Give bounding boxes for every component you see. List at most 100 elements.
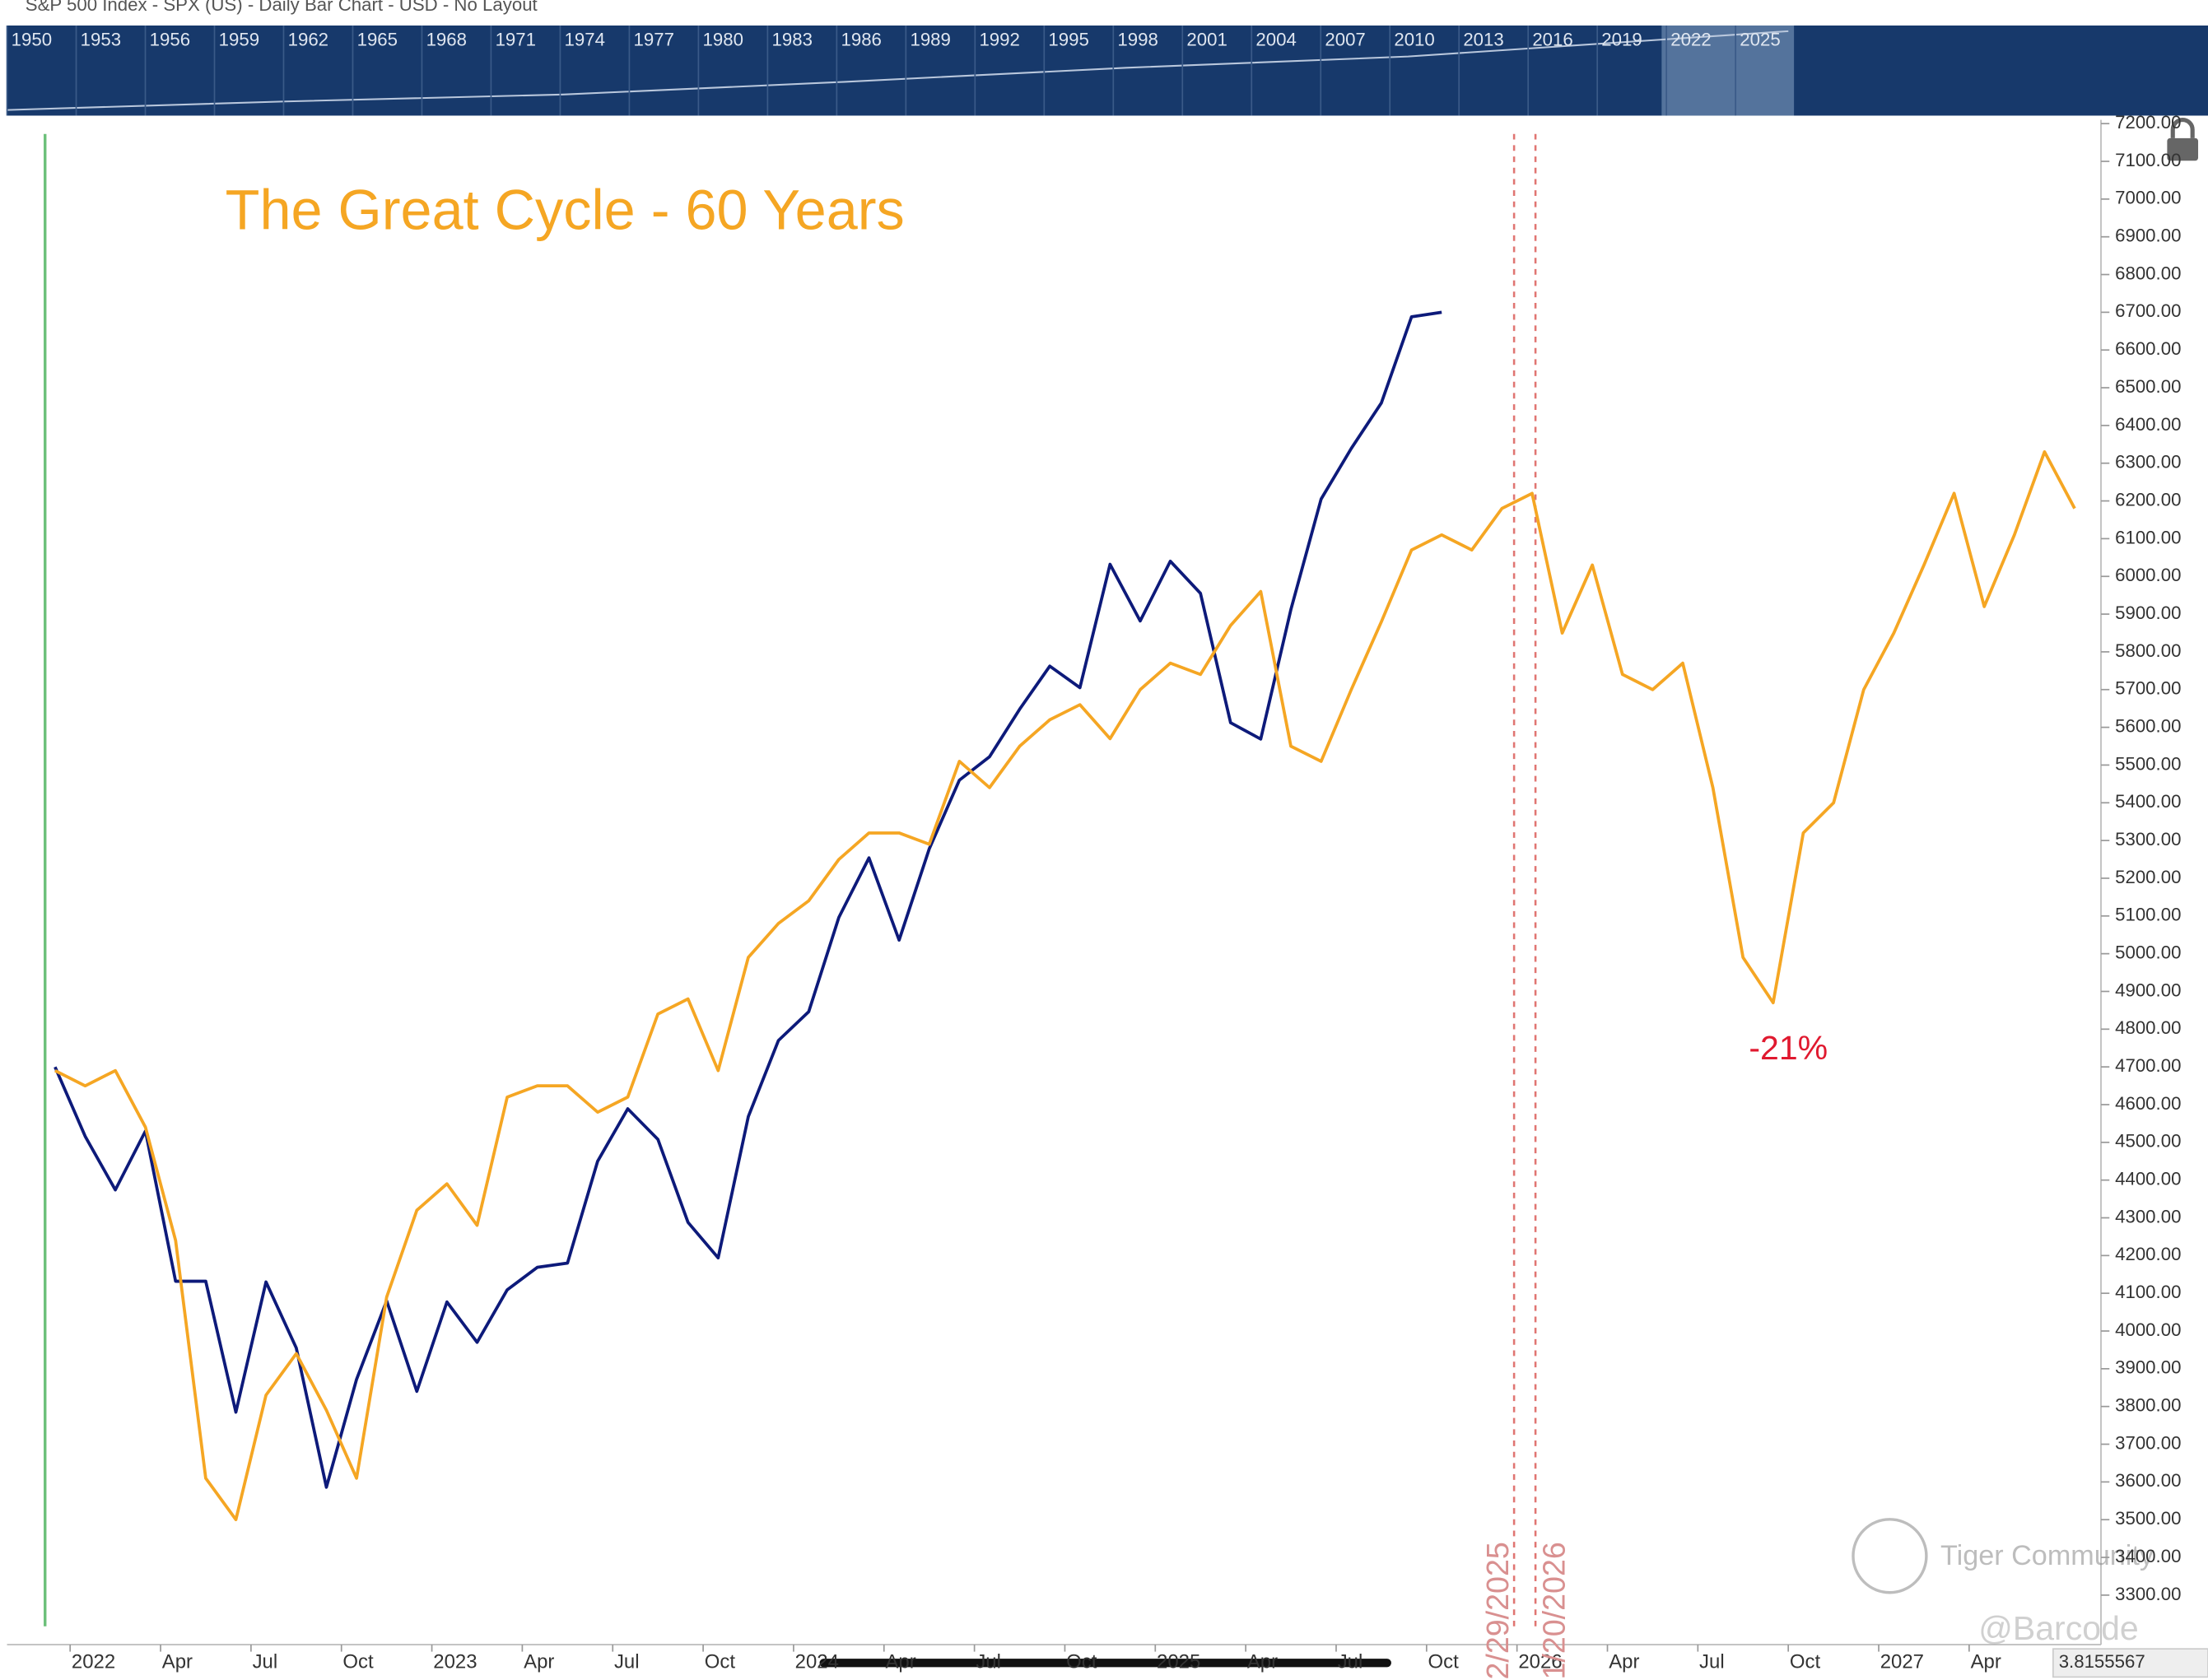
navigator-year: 1995 [1048,30,1088,50]
x-tick-label: Jul [253,1651,278,1673]
navigator-year: 1986 [841,30,881,50]
y-tick-label: 6200.00 [2115,489,2181,510]
y-tick-label: 4600.00 [2115,1093,2181,1114]
y-tick-label: 4500.00 [2115,1131,2181,1152]
x-tick-label: Apr [885,1651,915,1673]
x-tick-label: 2024 [795,1651,839,1673]
lock-body [2167,137,2199,161]
y-tick-label: 6800.00 [2115,263,2181,283]
y-tick-label: 6700.00 [2115,300,2181,321]
watermark: Tiger Community @Barcode [1852,1518,2154,1647]
y-tick-label: 3900.00 [2115,1357,2181,1378]
navigator-year: 2016 [1532,30,1572,50]
navigator-year: 1989 [910,30,950,50]
navigator-year: 2004 [1255,30,1296,50]
x-tick-label: Jul [614,1651,640,1673]
y-tick-label: 3800.00 [2115,1395,2181,1416]
y-tick-label: 7100.00 [2115,150,2181,170]
y-tick-label: 4300.00 [2115,1206,2181,1226]
x-tick-label: Oct [705,1651,736,1673]
y-tick-label: 3300.00 [2115,1584,2181,1604]
x-tick-label: 2027 [1880,1651,1924,1673]
y-tick-label: 4900.00 [2115,980,2181,1000]
header-title: S&P 500 Index - SPX (US) - Daily Bar Cha… [26,0,538,15]
watermark-logo [1852,1518,1928,1594]
x-tick-label: Apr [162,1651,193,1673]
y-tick-label: 6600.00 [2115,338,2181,359]
watermark-text: @Barcode [1978,1609,2139,1647]
date-line-label: 12/29/2025 [1480,1542,1515,1680]
y-tick-label: 3500.00 [2115,1508,2181,1529]
navigator-year: 2007 [1325,30,1365,50]
y-tick-label: 7200.00 [2115,112,2181,133]
y-tick-label: 6500.00 [2115,376,2181,397]
y-tick-label: 6900.00 [2115,226,2181,246]
y-tick-label: 5700.00 [2115,678,2181,699]
y-tick-label: 5900.00 [2115,603,2181,623]
x-tick-label: 2026 [1518,1651,1562,1673]
navigator-year: 2025 [1740,30,1780,50]
y-tick-label: 5600.00 [2115,715,2181,736]
last-value-box [2052,1648,2208,1678]
navigator-year: 1950 [12,30,52,50]
y-tick-label: 4800.00 [2115,1017,2181,1038]
y-tick-label: 3400.00 [2115,1546,2181,1566]
y-tick-label: 4700.00 [2115,1055,2181,1076]
y-tick-label: 4100.00 [2115,1282,2181,1302]
x-tick-label: Oct [342,1651,374,1673]
watermark-text: Tiger Community [1940,1540,2154,1571]
x-tick-label: Oct [1790,1651,1821,1673]
series-line [54,450,2076,1522]
chart-title: The Great Cycle - 60 Years [226,179,905,241]
y-tick-label: 6400.00 [2115,414,2181,435]
lock-icon[interactable] [2167,118,2199,161]
y-tick-label: 7000.00 [2115,188,2181,208]
navigator-year: 1980 [703,30,743,50]
navigator-year: 1998 [1117,30,1158,50]
y-tick-label: 5200.00 [2115,867,2181,887]
x-tick-label: Oct [1066,1651,1097,1673]
x-tick-label: Oct [1428,1651,1460,1673]
navigator-year: 2019 [1601,30,1642,50]
y-tick-label: 5400.00 [2115,791,2181,812]
navigator-year: 1968 [426,30,467,50]
y-tick-label: 6100.00 [2115,527,2181,547]
series-line [54,310,1442,1489]
y-tick-label: 5300.00 [2115,829,2181,849]
navigator-year: 1956 [150,30,190,50]
x-tick-label: Jul [1699,1651,1725,1673]
navigator-year: 2013 [1463,30,1503,50]
navigator-year: 1971 [496,30,536,50]
y-tick-label: 6300.00 [2115,452,2181,472]
x-tick-label: Jul [1338,1651,1363,1673]
x-tick-label: Apr [1971,1651,2001,1673]
y-tick-label: 6000.00 [2115,565,2181,585]
navigator-window[interactable] [1661,25,1795,116]
y-tick-label: 5100.00 [2115,905,2181,925]
navigator-year: 1992 [979,30,1019,50]
y-tick-label: 3700.00 [2115,1432,2181,1453]
y-tick-label: 5800.00 [2115,640,2181,661]
annotation: -21% [1749,1029,1828,1067]
y-tick-label: 4000.00 [2115,1319,2181,1340]
x-tick-label: 2025 [1157,1651,1200,1673]
x-tick-label: 2022 [72,1651,115,1673]
x-tick-label: Apr [1609,1651,1639,1673]
navigator-year: 1974 [565,30,605,50]
navigator-year: 1953 [81,30,121,50]
y-tick-label: 4200.00 [2115,1244,2181,1264]
x-tick-label: Jul [976,1651,1001,1673]
navigator-year: 1977 [634,30,674,50]
navigator-line [7,30,1789,111]
date-line-label: 1/20/2026 [1537,1542,1572,1679]
y-tick-label: 5500.00 [2115,753,2181,774]
y-tick-label: 5000.00 [2115,942,2181,963]
x-tick-label: Apr [1247,1651,1278,1673]
navigator-year: 2001 [1186,30,1227,50]
last-value-label: 3.8155567 [2059,1651,2145,1672]
lock-shackle [2170,118,2195,138]
navigator-year: 2022 [1670,30,1711,50]
navigator[interactable] [7,25,2208,116]
